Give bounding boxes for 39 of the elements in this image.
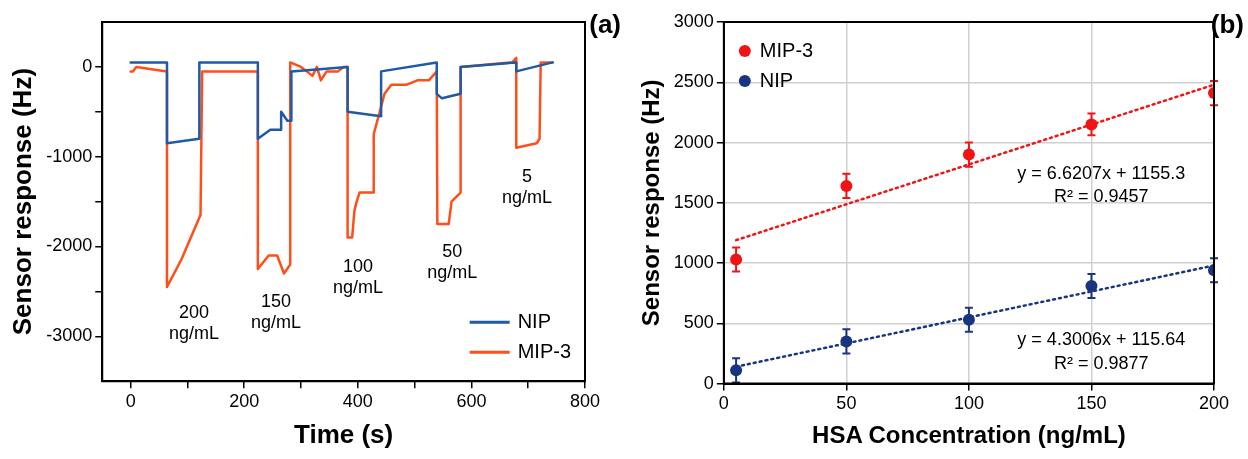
y-tick-label: 500 <box>683 312 714 333</box>
legend-label: MIP-3 <box>517 339 571 362</box>
x-tick-label: 0 <box>718 393 729 414</box>
y-tick-label: 2500 <box>673 71 714 92</box>
x-tick-label: 400 <box>342 390 373 411</box>
y-tick-label: 2000 <box>673 131 714 152</box>
x-tick-label: 50 <box>836 393 857 414</box>
x-tick-label: 100 <box>953 393 984 414</box>
y-axis-title: Sensor response (Hz) <box>637 79 665 327</box>
x-axis-title: Time (s) <box>294 418 394 449</box>
annotation: 50 ng/mL <box>427 241 478 283</box>
y-axis-title: Sensor response (Hz) <box>6 67 37 336</box>
annotation: R² = 0.9877 <box>1053 352 1149 373</box>
legend-label: MIP-3 <box>759 38 814 61</box>
annotation: y = 6.6207x + 1155.3 <box>1017 162 1186 183</box>
y-tick-label: 1500 <box>673 191 714 212</box>
legend-label: NIP <box>517 309 551 332</box>
x-tick-label: 600 <box>456 390 487 411</box>
annotation: 100 ng/mL <box>333 255 384 297</box>
y-tick-label: 1000 <box>673 252 714 273</box>
x-tick-label: 200 <box>229 390 260 411</box>
legend-label: NIP <box>759 68 794 91</box>
annotation: R² = 0.9457 <box>1053 186 1149 207</box>
annotation: 5 ng/mL <box>502 165 553 207</box>
y-tick-label: -1000 <box>46 145 93 166</box>
x-tick-label: 200 <box>1198 393 1230 414</box>
y-tick-label: 3000 <box>673 10 714 31</box>
y-tick-label: -2000 <box>46 235 93 256</box>
x-tick-label: 0 <box>125 390 136 411</box>
x-axis-title: HSA Concentration (ng/mL) <box>812 421 1126 449</box>
annotation: y = 4.3006x + 115.64 <box>1017 329 1186 350</box>
annotation: 200 ng/mL <box>168 302 219 344</box>
y-tick-label: -3000 <box>46 325 93 346</box>
y-tick-label: 0 <box>703 372 714 393</box>
annotation: 150 ng/mL <box>251 291 302 333</box>
x-tick-label: 150 <box>1076 393 1107 414</box>
text: (a) <box>589 9 621 40</box>
x-tick-label: 800 <box>569 390 601 411</box>
y-tick-label: 0 <box>82 55 93 76</box>
